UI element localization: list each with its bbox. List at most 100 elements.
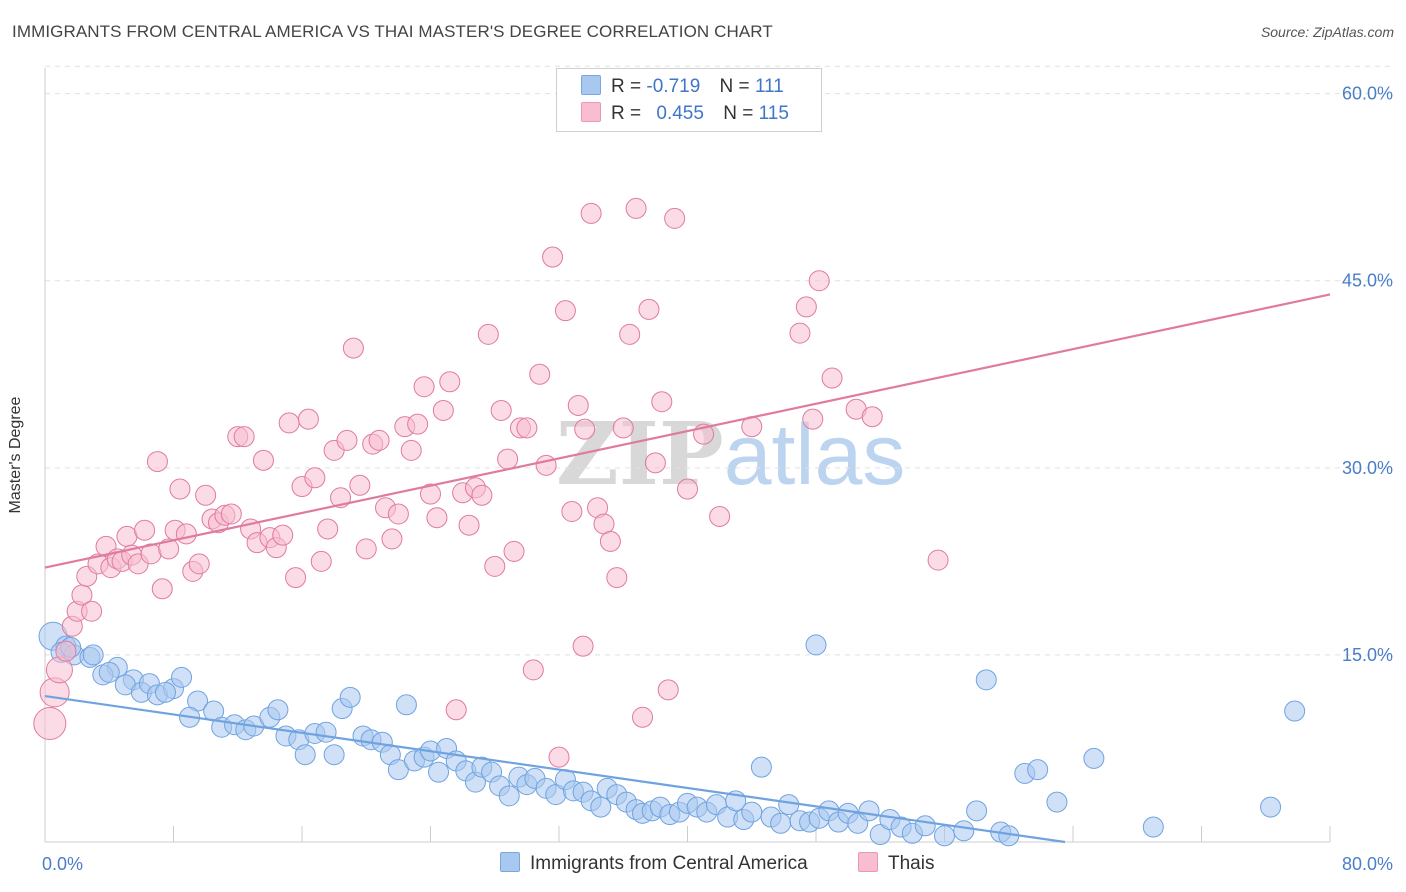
point-thais: [548, 746, 570, 768]
point-central-america: [858, 800, 880, 822]
point-thais: [619, 323, 641, 345]
source-label: Source: ZipAtlas.com: [1260, 24, 1394, 40]
point-central-america: [428, 761, 450, 783]
point-central-america: [82, 644, 104, 666]
point-thais: [516, 417, 538, 439]
point-thais: [336, 429, 358, 451]
point-central-america: [975, 669, 997, 691]
point-thais: [169, 478, 191, 500]
legend-row-thais: R = 0.455 N = 115: [581, 102, 789, 126]
point-thais: [574, 418, 596, 440]
point-thais: [497, 448, 519, 470]
y-tick-label: 60.0%: [1342, 84, 1393, 104]
point-central-america: [339, 686, 361, 708]
bottom-legend-swatch-pink: [858, 852, 878, 872]
point-thais: [651, 391, 673, 413]
point-thais: [561, 500, 583, 522]
point-thais: [297, 408, 319, 430]
point-thais: [522, 659, 544, 681]
point-thais: [789, 322, 811, 344]
correlation-legend: R = -0.719 N = 111 R = 0.455 N = 115: [556, 68, 822, 132]
point-central-america: [98, 661, 120, 683]
point-thais: [503, 540, 525, 562]
point-thais: [580, 202, 602, 224]
point-thais: [657, 679, 679, 701]
point-central-america: [934, 825, 955, 847]
chart-title: IMMIGRANTS FROM CENTRAL AMERICA VS THAI …: [12, 22, 773, 41]
point-central-america: [966, 800, 988, 822]
point-central-america: [1046, 791, 1068, 813]
point-thais: [795, 296, 817, 318]
legend-n-value: 115: [758, 103, 789, 124]
point-thais: [554, 300, 576, 322]
point-thais: [420, 483, 441, 505]
point-thais: [387, 503, 409, 525]
point-thais: [317, 518, 339, 540]
point-central-america: [953, 820, 975, 842]
point-central-america: [914, 815, 936, 837]
point-thais: [644, 452, 666, 474]
trendline-thais: [44, 293, 1331, 569]
point-central-america: [750, 756, 772, 778]
point-central-america: [171, 666, 193, 688]
point-thais: [400, 439, 422, 461]
point-thais: [432, 399, 454, 421]
point-thais: [458, 514, 480, 536]
point-thais: [55, 640, 77, 662]
y-tick-label: 15.0%: [1342, 645, 1393, 665]
point-thais: [445, 699, 467, 721]
point-thais: [535, 454, 557, 476]
point-thais: [490, 399, 512, 421]
point-thais: [278, 412, 300, 434]
point-thais: [252, 449, 274, 471]
point-thais: [272, 524, 294, 546]
point-thais: [368, 429, 390, 451]
bottom-legend-thais: Thais: [858, 852, 934, 875]
point-central-america: [1142, 816, 1164, 838]
point-central-america: [498, 785, 520, 807]
point-central-america: [154, 681, 176, 703]
point-central-america: [387, 759, 409, 781]
point-thais: [612, 417, 634, 439]
point-central-america: [315, 721, 337, 743]
point-thais: [606, 567, 628, 589]
trendline-central-america: [44, 694, 1066, 844]
point-thais: [567, 394, 589, 416]
bottom-legend-swatch-blue: [500, 852, 520, 872]
bottom-legend-central-america: Immigrants from Central America: [500, 852, 808, 875]
point-thais: [413, 376, 435, 398]
point-thais: [638, 298, 660, 320]
point-thais: [33, 707, 67, 741]
legend-r-value: -0.719: [646, 76, 701, 97]
point-thais: [151, 578, 173, 600]
legend-r-value: 0.455: [656, 103, 704, 124]
bottom-legend-label: Immigrants from Central America: [530, 853, 808, 874]
point-thais: [342, 337, 364, 359]
point-central-america: [395, 694, 417, 716]
point-thais: [158, 538, 180, 560]
x-tick-label: 0.0%: [42, 854, 83, 874]
point-central-america: [869, 824, 891, 846]
point-thais: [808, 270, 830, 292]
legend-r-label: R =: [611, 76, 642, 97]
point-thais: [349, 474, 371, 496]
point-thais: [625, 197, 647, 219]
point-thais: [677, 478, 698, 500]
point-thais: [146, 451, 168, 473]
point-thais: [821, 367, 843, 389]
point-central-america: [770, 812, 792, 834]
point-central-america: [1027, 759, 1049, 781]
point-central-america: [323, 744, 345, 766]
point-central-america: [590, 796, 612, 818]
legend-r-label: R =: [611, 103, 642, 124]
point-thais: [116, 525, 138, 547]
point-thais: [304, 467, 326, 489]
point-central-america: [1260, 796, 1282, 818]
legend-row-central-america: R = -0.719 N = 111: [581, 75, 784, 99]
point-thais: [572, 635, 594, 657]
point-thais: [599, 530, 621, 552]
point-thais: [632, 706, 654, 728]
point-thais: [407, 413, 429, 435]
y-axis-label: Master's Degree: [7, 396, 24, 514]
